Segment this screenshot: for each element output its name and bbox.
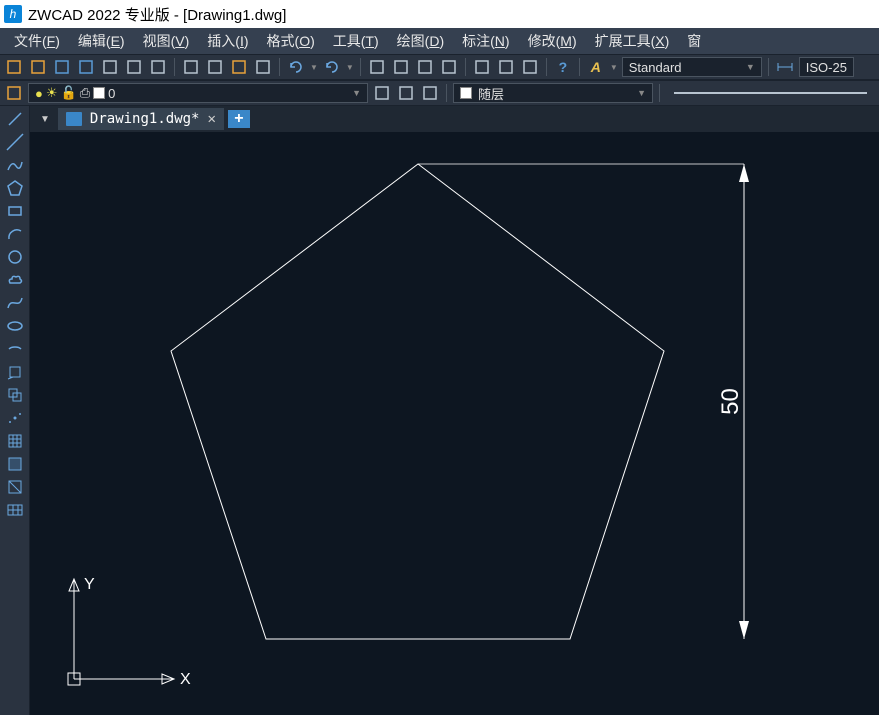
rectangle-icon[interactable] (4, 200, 26, 222)
layer-match-icon[interactable] (396, 83, 416, 103)
save-icon[interactable] (52, 57, 72, 77)
ellipse-arc-icon[interactable] (4, 338, 26, 360)
document-tabs: ▼ Drawing1.dwg* ✕ + (30, 106, 879, 132)
menubar: 文件(F)编辑(E)视图(V)插入(I)格式(O)工具(T)绘图(D)标注(N)… (0, 28, 879, 54)
arc-icon[interactable] (4, 223, 26, 245)
redo-icon[interactable] (322, 57, 342, 77)
layer-dropdown[interactable]: ●☀🔓⎙0▼ (28, 83, 368, 103)
document-tab[interactable]: Drawing1.dwg* ✕ (58, 108, 224, 130)
menu-n[interactable]: 标注(N) (454, 29, 517, 53)
app-icon: h (4, 5, 22, 23)
main-toolbar: ▼▼?A▼Standard▼ISO-25 (0, 54, 879, 80)
dim-arrow-top (739, 164, 749, 182)
ucs-y-label: Y (84, 576, 95, 593)
line-icon[interactable] (4, 108, 26, 130)
menu-i[interactable]: 插入(I) (199, 29, 256, 53)
dim-style-icon[interactable] (775, 57, 795, 77)
pentagon-shape[interactable] (171, 164, 664, 639)
construction-line-icon[interactable] (4, 131, 26, 153)
layers-toolbar: ●☀🔓⎙0▼ 随层▼ (0, 80, 879, 106)
circle-icon[interactable] (4, 246, 26, 268)
dim-label: 50 (717, 388, 744, 415)
menu-e[interactable]: 编辑(E) (70, 29, 133, 53)
drawing-svg: 50 Y X (30, 132, 879, 715)
text-style-dropdown[interactable]: Standard▼ (622, 57, 762, 77)
make-block-icon[interactable] (4, 384, 26, 406)
menu-d[interactable]: 绘图(D) (389, 29, 452, 53)
pan-icon[interactable] (367, 57, 387, 77)
print-icon[interactable] (100, 57, 120, 77)
document-tab-label: Drawing1.dwg* (90, 111, 200, 127)
app-title: ZWCAD 2022 专业版 - [Drawing1.dwg] (28, 4, 286, 25)
menu-v[interactable]: 视图(V) (135, 29, 198, 53)
titlebar: h ZWCAD 2022 专业版 - [Drawing1.dwg] (0, 0, 879, 28)
zoom-window-icon[interactable] (415, 57, 435, 77)
properties-icon[interactable] (472, 57, 492, 77)
layer-manager-icon[interactable] (4, 83, 24, 103)
design-center-icon[interactable] (496, 57, 516, 77)
insert-block-icon[interactable] (4, 361, 26, 383)
table-icon[interactable] (4, 499, 26, 521)
color-dropdown[interactable]: 随层▼ (453, 83, 653, 103)
layer-states-icon[interactable] (420, 83, 440, 103)
match-icon[interactable] (253, 57, 273, 77)
tool-palettes-icon[interactable] (520, 57, 540, 77)
drawing-canvas[interactable]: ▼ Drawing1.dwg* ✕ + 50 Y X (30, 106, 879, 715)
polyline-icon[interactable] (4, 154, 26, 176)
revision-cloud-icon[interactable] (4, 269, 26, 291)
paste-icon[interactable] (229, 57, 249, 77)
new-tab-button[interactable]: + (228, 110, 250, 128)
spline-icon[interactable] (4, 292, 26, 314)
menu-t[interactable]: 工具(T) (325, 29, 387, 53)
dim-arrow-bottom (739, 621, 749, 639)
ellipse-icon[interactable] (4, 315, 26, 337)
menu-o[interactable]: 格式(O) (259, 29, 323, 53)
layer-prev-icon[interactable] (372, 83, 392, 103)
menu-f[interactable]: 文件(F) (6, 29, 68, 53)
cut-icon[interactable] (181, 57, 201, 77)
polygon-icon[interactable] (4, 177, 26, 199)
undo-icon[interactable] (286, 57, 306, 77)
linetype-preview[interactable] (674, 92, 867, 94)
region-icon[interactable] (4, 476, 26, 498)
save-as-icon[interactable] (76, 57, 96, 77)
zoom-realtime-icon[interactable] (391, 57, 411, 77)
close-tab-icon[interactable]: ✕ (207, 111, 215, 127)
menu-x[interactable]: 扩展工具(X) (587, 29, 678, 53)
new-file-icon[interactable] (4, 57, 24, 77)
menu-窗[interactable]: 窗 (679, 29, 709, 53)
publish-icon[interactable] (148, 57, 168, 77)
zoom-prev-icon[interactable] (439, 57, 459, 77)
copy-icon[interactable] (205, 57, 225, 77)
open-folder-icon[interactable] (28, 57, 48, 77)
tabs-prev-icon[interactable]: ▼ (40, 114, 50, 125)
menu-m[interactable]: 修改(M) (520, 29, 585, 53)
text-style-icon[interactable]: A (586, 57, 606, 77)
dim-style-dropdown[interactable]: ISO-25 (799, 57, 854, 77)
draw-toolbar (0, 106, 30, 715)
dwg-file-icon (66, 112, 82, 126)
point-icon[interactable] (4, 407, 26, 429)
ucs-x-label: X (180, 671, 191, 688)
gradient-icon[interactable] (4, 453, 26, 475)
hatch-icon[interactable] (4, 430, 26, 452)
print-preview-icon[interactable] (124, 57, 144, 77)
help-icon[interactable]: ? (553, 57, 573, 77)
